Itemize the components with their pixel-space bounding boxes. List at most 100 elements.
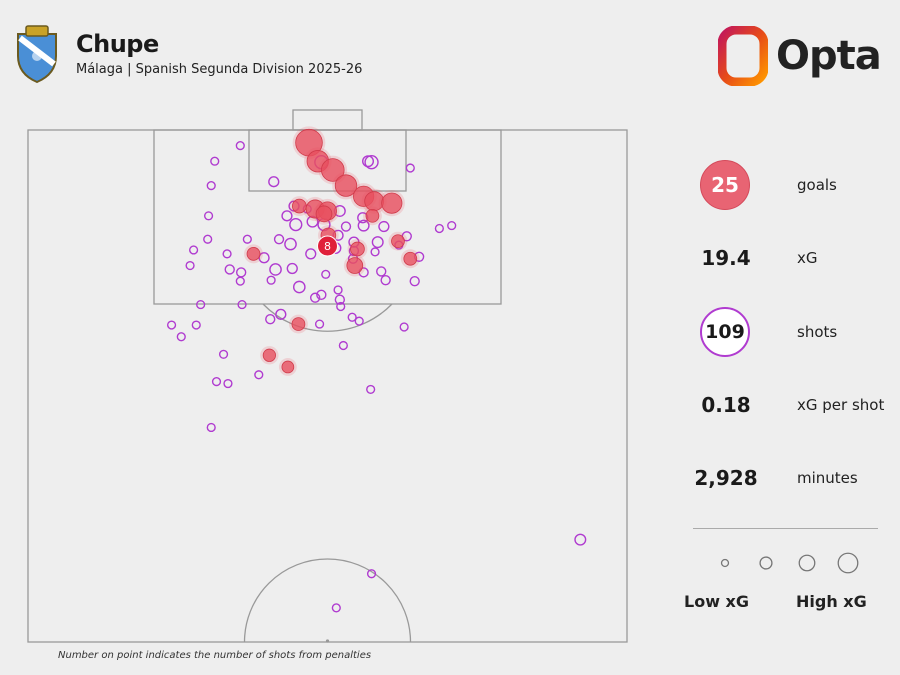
stat-goals: 25 goals bbox=[680, 160, 890, 210]
shot-point bbox=[378, 220, 390, 233]
shot-point bbox=[166, 320, 177, 330]
legend-size-circle bbox=[720, 558, 730, 568]
goal bbox=[292, 109, 363, 131]
stat-xg-per-shot: 0.18 xG per shot bbox=[680, 380, 890, 430]
shot-point bbox=[206, 422, 216, 433]
shot-point bbox=[269, 263, 282, 276]
shot-point bbox=[316, 289, 327, 300]
legend-low-xg: Low xG bbox=[684, 592, 749, 611]
goal-point bbox=[321, 158, 345, 182]
xg-label: xG bbox=[797, 249, 818, 267]
shot-point bbox=[366, 384, 376, 395]
shot-point bbox=[281, 210, 293, 222]
shot-point bbox=[286, 262, 298, 275]
goal-point bbox=[315, 205, 333, 223]
shot-point bbox=[305, 248, 317, 260]
shot-point bbox=[321, 269, 331, 279]
shot-point bbox=[309, 292, 321, 303]
penalty-goal-point bbox=[317, 235, 338, 257]
legend-size-circle bbox=[759, 556, 773, 570]
shot-point bbox=[574, 533, 587, 546]
shot-point bbox=[357, 219, 370, 232]
shot-point bbox=[338, 340, 348, 351]
shot-map-pitch: 8 bbox=[27, 109, 628, 643]
goal-point bbox=[346, 257, 364, 274]
shot-point bbox=[354, 316, 364, 326]
shot-point bbox=[284, 237, 297, 251]
shot-point bbox=[206, 180, 216, 191]
minutes-label: minutes bbox=[797, 469, 858, 487]
centre-spot bbox=[325, 639, 330, 643]
shot-point bbox=[191, 320, 201, 330]
shot-point bbox=[333, 285, 343, 295]
goal-point bbox=[391, 234, 405, 249]
goal-point bbox=[281, 360, 295, 374]
goal-point bbox=[381, 192, 403, 214]
xg-per-shot-label: xG per shot bbox=[797, 396, 885, 414]
goals-label: goals bbox=[797, 176, 837, 194]
shot-point bbox=[235, 276, 245, 286]
shot-point bbox=[203, 234, 213, 244]
legend-size-circle bbox=[798, 554, 816, 572]
shot-point bbox=[380, 275, 391, 286]
shot-point bbox=[275, 308, 287, 320]
shot-point bbox=[266, 275, 276, 285]
shot-point bbox=[331, 603, 341, 613]
legend-size-circle bbox=[837, 552, 859, 574]
shot-point bbox=[176, 332, 186, 342]
opta-mark-icon bbox=[718, 26, 768, 86]
shot-point bbox=[334, 294, 346, 305]
minutes-value: 2,928 bbox=[694, 466, 758, 490]
shot-point bbox=[223, 378, 233, 389]
goal-point bbox=[334, 174, 358, 197]
shot-point bbox=[203, 211, 214, 221]
centre-circle-half bbox=[243, 558, 412, 643]
goals-value: 25 bbox=[700, 160, 750, 210]
stat-xg: 19.4 xG bbox=[680, 233, 890, 283]
shot-point bbox=[399, 322, 409, 332]
shot-point bbox=[405, 163, 415, 173]
shot-point bbox=[434, 223, 444, 234]
subtitle: Málaga | Spanish Segunda Division 2025-2… bbox=[76, 62, 363, 77]
goal-point bbox=[403, 251, 418, 266]
shots-value: 109 bbox=[700, 307, 750, 357]
player-name: Chupe bbox=[76, 30, 159, 58]
shot-point bbox=[254, 370, 264, 380]
legend-divider bbox=[693, 528, 878, 529]
penalty-count-label: 8 bbox=[324, 240, 331, 253]
shot-point bbox=[273, 234, 285, 245]
stat-minutes: 2,928 minutes bbox=[680, 453, 890, 503]
shot-point bbox=[376, 266, 387, 277]
brand-name: Opta bbox=[776, 33, 882, 79]
shot-point bbox=[222, 249, 232, 259]
goal-point bbox=[262, 348, 276, 362]
shot-point bbox=[211, 377, 222, 387]
shot-point bbox=[336, 301, 346, 312]
shot-point bbox=[364, 155, 379, 170]
shot-point bbox=[235, 141, 245, 151]
shot-point bbox=[292, 280, 306, 294]
shot-point bbox=[314, 319, 325, 329]
shot-point bbox=[265, 314, 276, 325]
shot-point bbox=[258, 252, 270, 264]
shot-point bbox=[289, 217, 303, 232]
shot-point bbox=[185, 260, 195, 271]
shot-point bbox=[371, 236, 384, 249]
shot-point bbox=[366, 569, 377, 579]
shot-point bbox=[268, 176, 280, 188]
shot-point bbox=[218, 349, 229, 359]
legend-high-xg: High xG bbox=[796, 592, 867, 611]
goal-point bbox=[291, 317, 306, 331]
footnote: Number on point indicates the number of … bbox=[58, 650, 372, 661]
goal-point bbox=[350, 241, 365, 257]
xg-value: 19.4 bbox=[701, 246, 751, 270]
brand-logo: Opta bbox=[718, 26, 882, 86]
goal-point bbox=[246, 246, 261, 261]
club-crest-logo bbox=[17, 25, 57, 84]
shot-point bbox=[362, 155, 375, 168]
shots-label: shots bbox=[797, 323, 838, 341]
shot-point bbox=[370, 247, 380, 257]
xg-per-shot-value: 0.18 bbox=[701, 393, 751, 417]
stat-shots: 109 shots bbox=[680, 307, 890, 357]
shot-point bbox=[237, 299, 247, 310]
